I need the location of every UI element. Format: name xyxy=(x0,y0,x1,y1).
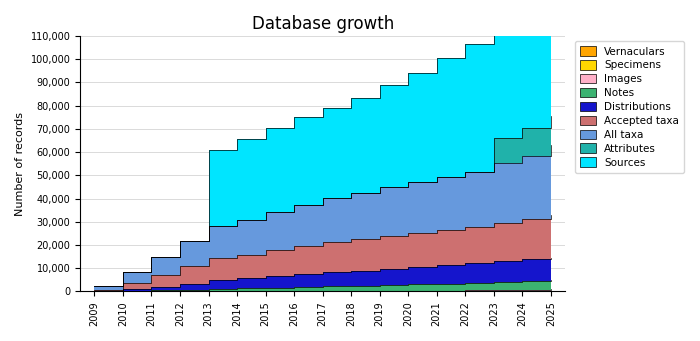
Legend: Vernaculars, Specimens, Images, Notes, Distributions, Accepted taxa, All taxa, A: Vernaculars, Specimens, Images, Notes, D… xyxy=(575,41,685,173)
Title: Database growth: Database growth xyxy=(251,15,394,33)
Y-axis label: Number of records: Number of records xyxy=(15,112,25,216)
